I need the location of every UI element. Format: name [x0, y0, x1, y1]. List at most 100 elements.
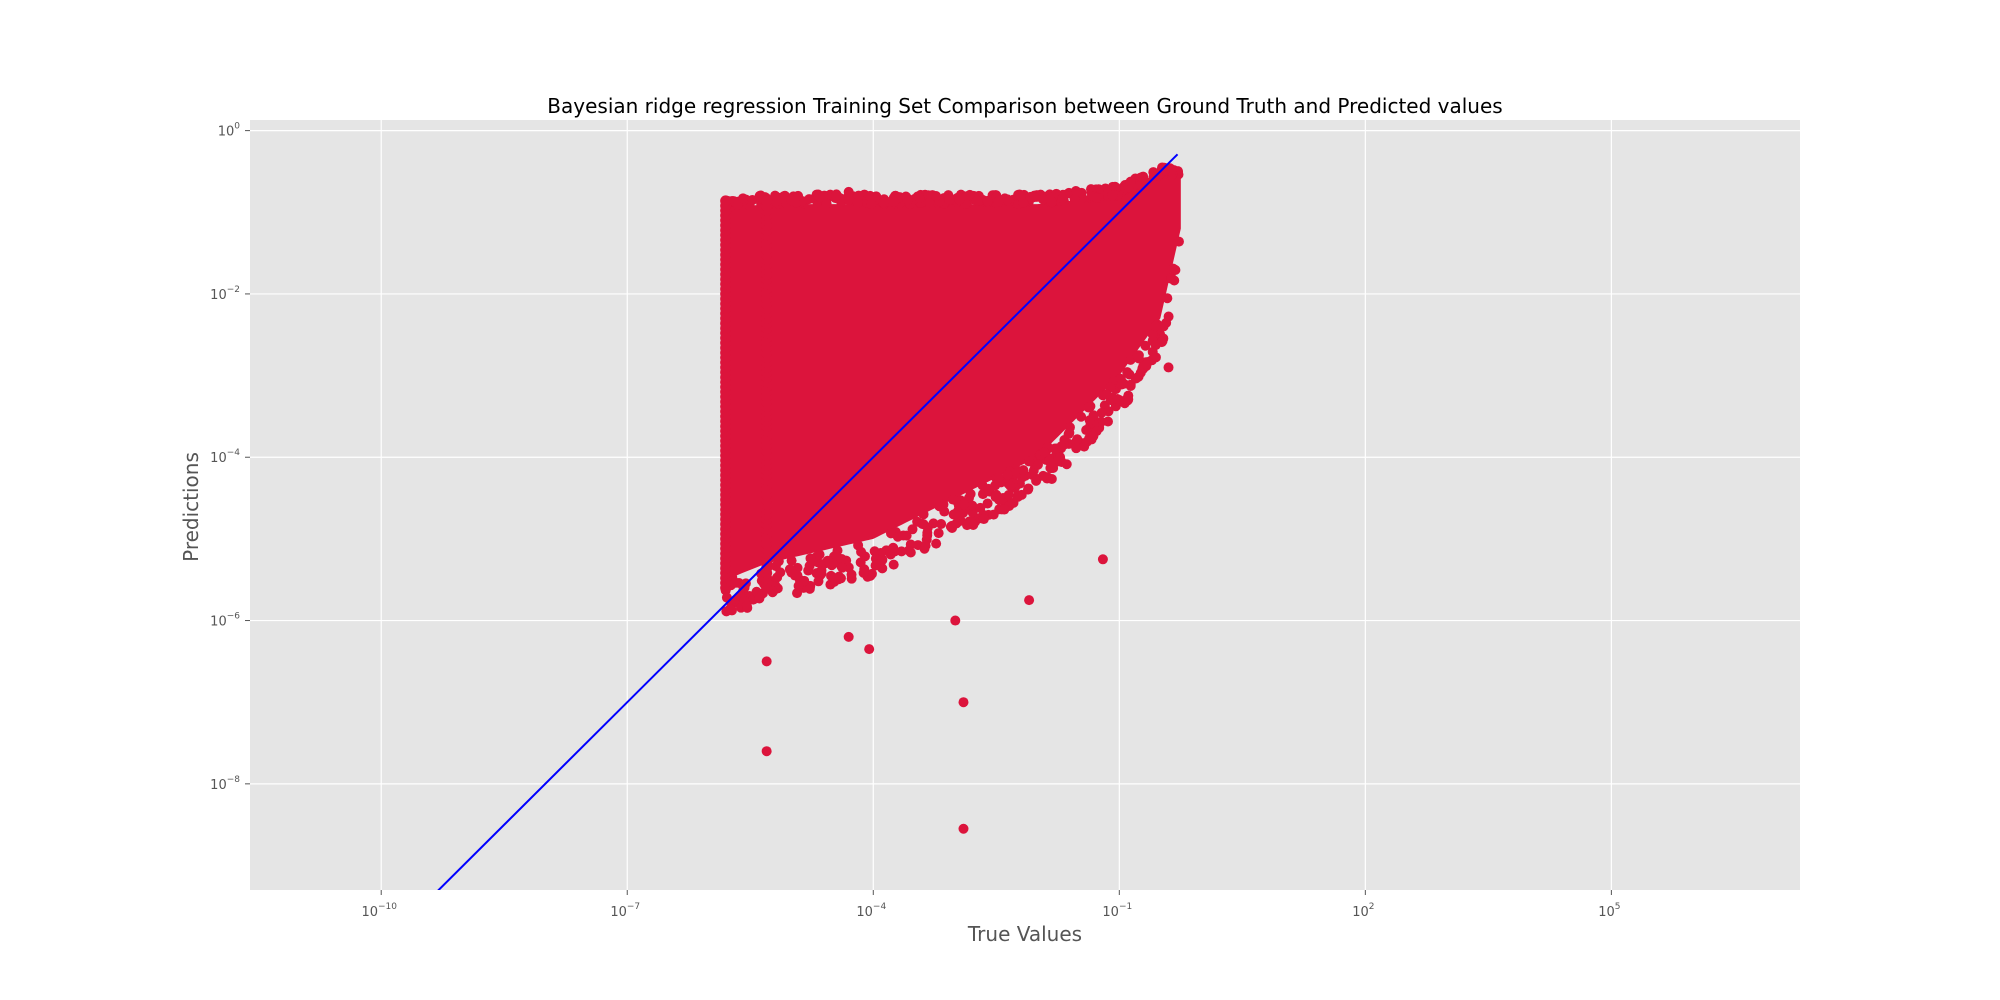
scatter-point — [829, 573, 840, 584]
scatter-point — [936, 519, 947, 530]
scatter-outlier — [950, 615, 961, 626]
scatter-outlier — [786, 195, 797, 206]
scatter-point — [901, 530, 912, 541]
scatter-point — [804, 583, 815, 594]
scatter-point — [1091, 192, 1102, 203]
scatter-point — [931, 538, 942, 549]
scatter-point — [1102, 416, 1113, 427]
scatter-point — [853, 190, 864, 201]
scatter-point — [1046, 196, 1057, 207]
scatter-point — [1076, 411, 1087, 422]
scatter-point — [1002, 469, 1013, 480]
scatter-point — [773, 556, 784, 567]
scatter-point — [924, 197, 935, 208]
scatter-point — [1150, 321, 1161, 332]
scatter-point — [944, 194, 955, 205]
scatter-point — [866, 199, 877, 210]
x-tick-label: 10−1 — [1102, 902, 1132, 920]
scatter-point — [896, 546, 907, 557]
scatter-point — [1132, 350, 1143, 361]
scatter-outlier — [761, 746, 772, 757]
x-axis-ticks: 10−10 10−7 10−4 10−1 102 105 — [361, 890, 1621, 920]
scatter-point — [1002, 194, 1013, 205]
scatter-point — [1136, 172, 1147, 183]
scatter-outlier — [864, 644, 875, 655]
scatter-point — [1081, 425, 1092, 436]
x-tick-label: 10−10 — [361, 902, 397, 920]
y-tick-label: 10−8 — [210, 775, 240, 793]
scatter-point — [786, 555, 797, 566]
scatter-point — [1032, 459, 1043, 470]
scatter-point — [775, 567, 786, 578]
scatter-point — [1057, 193, 1068, 204]
scatter-outlier — [843, 186, 854, 197]
scatter-point — [982, 498, 993, 509]
x-tick-label: 10−7 — [610, 902, 640, 920]
y-tick-label: 10−4 — [210, 448, 240, 466]
scatter-point — [933, 528, 944, 539]
scatter-point — [1107, 190, 1118, 201]
scatter-outlier — [761, 656, 772, 667]
identity-line-group — [437, 153, 1179, 890]
scatter-point — [831, 190, 842, 201]
scatter-point — [1133, 371, 1144, 382]
scatter-point — [1170, 265, 1181, 276]
scatter-point — [988, 509, 999, 520]
scatter-point — [831, 549, 842, 560]
scatter-point — [869, 546, 880, 557]
scatter-point — [772, 195, 783, 206]
scatter-point — [958, 499, 969, 510]
scatter-point — [1160, 165, 1171, 176]
y-tick-label: 10−2 — [210, 285, 240, 303]
scatter-point — [754, 593, 765, 604]
scatter-outlier — [1024, 595, 1035, 606]
scatter-point — [814, 549, 825, 560]
scatter-point — [1018, 465, 1029, 476]
x-tick-label: 10−4 — [856, 902, 886, 920]
scatter-point — [1125, 176, 1136, 187]
scatter-point — [843, 195, 854, 206]
scatter-point — [1114, 395, 1125, 406]
scatter-point — [1022, 484, 1033, 495]
scatter-point — [999, 504, 1010, 515]
scatter-point — [1038, 194, 1049, 205]
scatter-point — [785, 564, 796, 575]
scatter-outlier — [1015, 190, 1026, 201]
scatter-point — [1096, 407, 1107, 418]
x-tick-label: 105 — [1598, 902, 1620, 920]
scatter-column-point — [720, 195, 732, 207]
scatter-point — [858, 567, 869, 578]
scatter-point — [1071, 443, 1082, 454]
scatter-point — [1048, 463, 1059, 474]
scatter-point — [856, 546, 867, 557]
scatter-point — [950, 509, 961, 520]
scatter-point — [1143, 356, 1154, 367]
scatter-point — [1046, 473, 1057, 484]
scatter-point — [982, 195, 993, 206]
scatter-point — [918, 509, 929, 520]
scatter-point — [1061, 459, 1072, 470]
scatter-point — [914, 193, 925, 204]
y-axis-label: Predictions — [179, 452, 203, 562]
scatter-point — [1162, 293, 1173, 304]
scatter-point — [878, 197, 889, 208]
scatter-point — [990, 491, 1001, 502]
scatter-point — [1101, 389, 1112, 400]
scatter-point — [1125, 381, 1136, 392]
scatter-point — [977, 480, 988, 491]
scatter-series — [720, 162, 1184, 834]
scatter-point — [967, 500, 978, 511]
scatter-outlier — [843, 631, 854, 642]
scatter-point — [1150, 352, 1161, 363]
scatter-point — [902, 194, 913, 205]
scatter-point — [1029, 192, 1040, 203]
scatter-point — [721, 592, 732, 603]
x-tick-label: 102 — [1352, 902, 1374, 920]
scatter-point — [1038, 470, 1049, 481]
y-tick-label: 10−6 — [210, 612, 240, 630]
scatter-point — [917, 518, 928, 529]
scatter-point — [922, 530, 933, 541]
scatter-point — [892, 531, 903, 542]
scatter-point — [1031, 475, 1042, 486]
